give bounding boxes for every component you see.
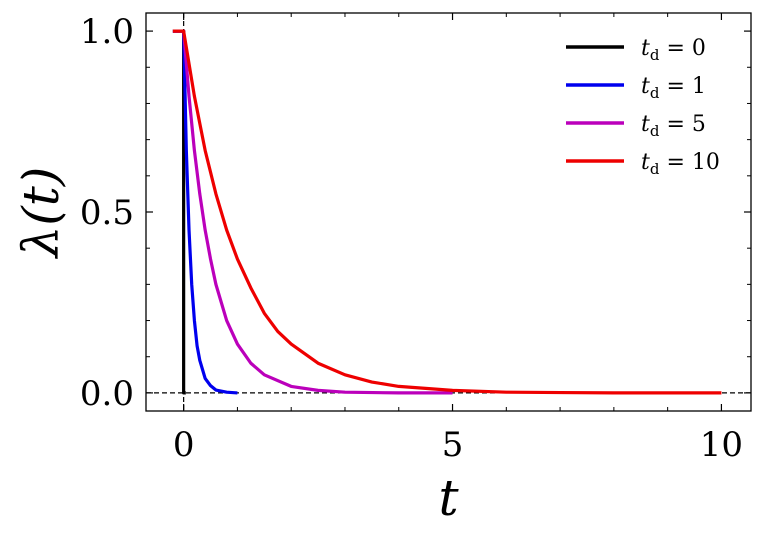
series-line-2 [172,29,453,395]
legend-label-0: td = 0 [641,36,706,64]
x-tick-label-1: 5 [442,425,464,465]
y-axis-label: λ(t) [12,167,70,260]
series-layer [172,29,722,395]
y-tick-label-2: 1.0 [80,12,134,52]
legend-label-1: td = 1 [641,74,706,102]
legend-label-2: td = 5 [641,112,706,140]
series-line-3 [172,29,722,395]
y-tick-label-1: 0.5 [80,193,134,233]
series-line-1 [172,29,238,395]
plot-frame [145,12,752,412]
y-axis-label-text: λ(t) [12,167,70,260]
legend-label-3: td = 10 [641,150,720,178]
y-tick-label-0: 0.0 [80,374,134,414]
x-tick-label-0: 0 [173,425,195,465]
legend: td = 0 td = 1 td = 5 td = 10 [566,36,720,178]
x-tick-label-2: 10 [700,425,743,465]
x-axis-label: t [438,469,459,527]
reference-lines [146,13,751,411]
x-axis-label-text: t [438,469,459,527]
ticks-layer: 0 5 10 0.0 0.5 1.0 [80,12,751,465]
